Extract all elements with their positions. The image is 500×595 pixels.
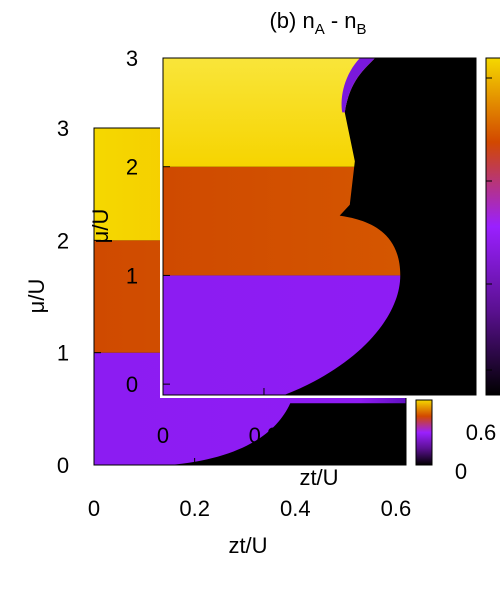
front-heatmap [163,58,476,395]
y-tick-label: 1 [126,263,138,288]
y-tick-label: 3 [57,116,69,141]
back-colorbar [415,399,433,466]
back-phase-boundary [169,403,406,465]
back-colorbar-tick-low: 0 [455,459,467,484]
back-y-axis-label: μ/U [24,279,49,314]
back-colorbar-tick-high: 0.6 [466,420,497,445]
x-tick-label: 0 [157,423,169,448]
x-tick-label: 0.6 [381,496,412,521]
y-tick-label: 2 [57,228,69,253]
x-tick-label: 0.4 [280,496,311,521]
y-tick-label: 1 [57,341,69,366]
front-colorbar [485,57,500,396]
front-x-axis-label: zt/U [299,465,338,490]
y-tick-label: 3 [126,46,138,71]
front-purple-edge [341,58,376,113]
back-x-axis-label: zt/U [228,533,267,558]
back-y-ticks: 0 1 2 3 [57,116,101,478]
front-panel: 0 1 2 3 0 0.2 0.4 zt/U μ/U (b) nA - nB [88,8,500,490]
front-title: (b) nA - nB [269,8,366,38]
front-colorbar-tickmarks [486,77,492,371]
x-tick-label: 0.2 [249,423,280,448]
front-phase-boundary [284,58,476,395]
front-x-ticks: 0 0.2 0.4 [157,388,380,448]
x-tick-label: 0 [88,496,100,521]
front-frame [162,57,477,396]
front-y-axis-label: μ/U [88,209,113,244]
front-y-ticks: 0 1 2 3 [126,46,170,397]
x-tick-label: 0.4 [350,423,381,448]
y-tick-label: 0 [57,453,69,478]
back-x-ticks: 0 0.2 0.4 0.6 [88,458,411,521]
x-tick-label: 0.2 [179,496,210,521]
y-tick-label: 0 [126,372,138,397]
y-tick-label: 2 [126,155,138,180]
